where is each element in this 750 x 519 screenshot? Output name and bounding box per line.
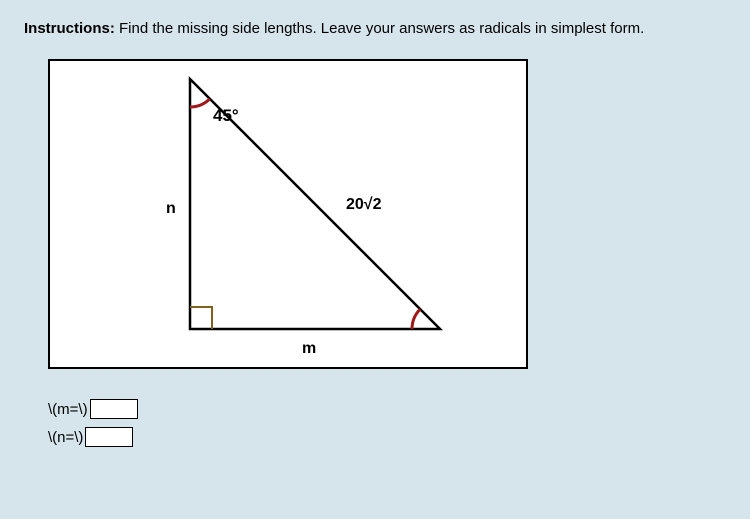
instructions-label: Instructions: [24, 20, 115, 37]
answer-row-m: \(m=\) [48, 399, 726, 419]
side-n-label: n [166, 200, 176, 217]
triangle-diagram: 45° n 20√2 m [50, 61, 526, 367]
answer-m-label: \(m=\) [48, 401, 88, 418]
diagram-frame: 45° n 20√2 m [48, 59, 528, 369]
hypotenuse-label: 20√2 [346, 196, 382, 213]
side-m-label: m [302, 340, 316, 357]
instructions-text: Instructions: Find the missing side leng… [24, 20, 726, 37]
answers-block: \(m=\) \(n=\) [48, 399, 726, 447]
answer-row-n: \(n=\) [48, 427, 726, 447]
answer-m-input[interactable] [90, 399, 138, 419]
answer-n-label: \(n=\) [48, 429, 83, 446]
top-angle-arc [190, 99, 210, 107]
angle-45-label: 45° [213, 106, 239, 125]
instructions-body: Find the missing side lengths. Leave you… [115, 20, 644, 37]
right-angle-marker [190, 307, 212, 329]
right-angle-arc [412, 309, 420, 329]
answer-n-input[interactable] [85, 427, 133, 447]
